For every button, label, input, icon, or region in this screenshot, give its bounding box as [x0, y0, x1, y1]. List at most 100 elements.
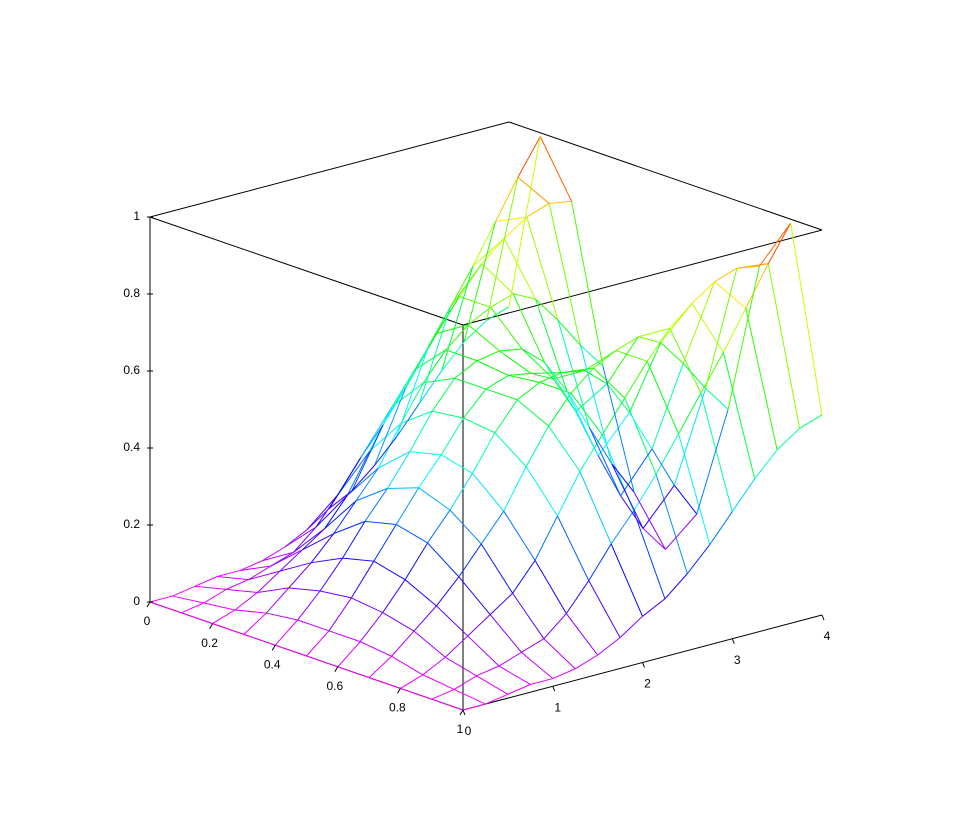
mesh-line [351, 597, 383, 614]
mesh-line [579, 345, 613, 464]
mesh-line [427, 306, 451, 348]
mesh-line [355, 467, 379, 502]
mesh-line [790, 222, 823, 415]
mesh-line [665, 513, 698, 550]
mesh-line [615, 336, 639, 351]
mesh-line [333, 520, 366, 535]
mesh-line [311, 557, 343, 564]
mesh-line [342, 521, 366, 559]
mesh-line [660, 302, 693, 343]
mesh-line [404, 579, 437, 607]
mesh-line [570, 392, 603, 436]
x-tick [146, 601, 151, 608]
mesh-line [467, 306, 492, 326]
mesh-line [467, 614, 491, 637]
mesh-line [480, 510, 505, 545]
y-tick-label: 4 [824, 629, 831, 643]
mesh-line [422, 674, 455, 690]
mesh-line [557, 319, 581, 346]
mesh-line [516, 399, 549, 427]
mesh-line [360, 424, 384, 458]
mesh-line [745, 307, 778, 450]
mesh-line [557, 320, 590, 428]
mesh-line [472, 221, 496, 267]
mesh-line [655, 474, 688, 574]
mesh-line [293, 528, 326, 553]
mesh-line [503, 216, 528, 239]
mesh-line [481, 263, 514, 295]
mesh-line [566, 390, 590, 428]
mesh-line [700, 352, 724, 394]
mesh-line [624, 397, 657, 475]
mesh-line [346, 450, 371, 496]
mesh-line [534, 515, 558, 561]
mesh-line [549, 200, 572, 204]
x-tick-label: 0.8 [389, 701, 406, 715]
mesh-line [691, 302, 724, 353]
mesh-line [503, 238, 537, 300]
x-tick [334, 666, 339, 673]
mesh-line [319, 590, 352, 599]
mesh-line [194, 576, 218, 587]
y-tick-label: 3 [734, 653, 741, 667]
mesh-line [486, 177, 519, 321]
mesh-line [476, 360, 509, 376]
x-tick-label: 0.2 [201, 636, 218, 650]
mesh-line [328, 630, 361, 643]
mesh-line [441, 265, 474, 371]
mesh-line [441, 341, 465, 372]
mesh-line [521, 638, 545, 653]
mesh-line [579, 434, 603, 472]
mesh-line [382, 612, 415, 632]
mesh-line [467, 635, 500, 667]
y-tick-label: 0 [465, 724, 472, 738]
mesh-line [445, 349, 478, 362]
mesh-line [508, 372, 531, 376]
mesh-line [610, 543, 643, 617]
mesh-line [364, 488, 388, 522]
mesh-line [611, 463, 635, 493]
mesh-line [584, 350, 617, 371]
mesh-line [494, 432, 527, 467]
mesh-line [400, 687, 432, 700]
mesh-line [382, 387, 407, 425]
mesh-line [337, 450, 371, 495]
mesh-line [212, 623, 245, 635]
mesh-line [588, 543, 612, 581]
mesh-line [453, 675, 477, 690]
mesh-line [512, 560, 536, 594]
mesh-line [284, 529, 308, 548]
x-tick-label: 1 [457, 722, 464, 736]
mesh-line [498, 665, 531, 685]
mesh-line [499, 350, 532, 374]
mesh-line [409, 451, 442, 456]
mesh-line [422, 349, 447, 384]
x-tick [459, 709, 464, 716]
mesh-line [382, 579, 406, 613]
mesh-line [462, 703, 486, 711]
y-tick [462, 709, 466, 716]
mesh-line [274, 619, 299, 646]
mesh-line [458, 576, 491, 615]
mesh-line [471, 432, 496, 474]
box-edge [462, 229, 823, 326]
mesh-line [535, 298, 559, 321]
x-tick-label: 0 [144, 614, 151, 628]
mesh-line [526, 203, 550, 218]
mesh-line [149, 601, 182, 614]
mesh-line [172, 585, 196, 597]
mesh-line [360, 641, 392, 657]
mesh-line [503, 466, 527, 512]
mesh-line [629, 342, 662, 413]
mesh-line [454, 360, 478, 379]
mesh-line [400, 382, 424, 424]
mesh-line [444, 635, 469, 658]
x-tick-label: 0.6 [326, 679, 343, 693]
mesh-line [516, 381, 541, 401]
mesh-line [436, 576, 460, 607]
mesh-line [498, 651, 522, 667]
mesh-line [265, 587, 290, 614]
mesh-line [239, 565, 272, 572]
mesh-line [239, 560, 263, 572]
mesh-line [288, 587, 321, 592]
